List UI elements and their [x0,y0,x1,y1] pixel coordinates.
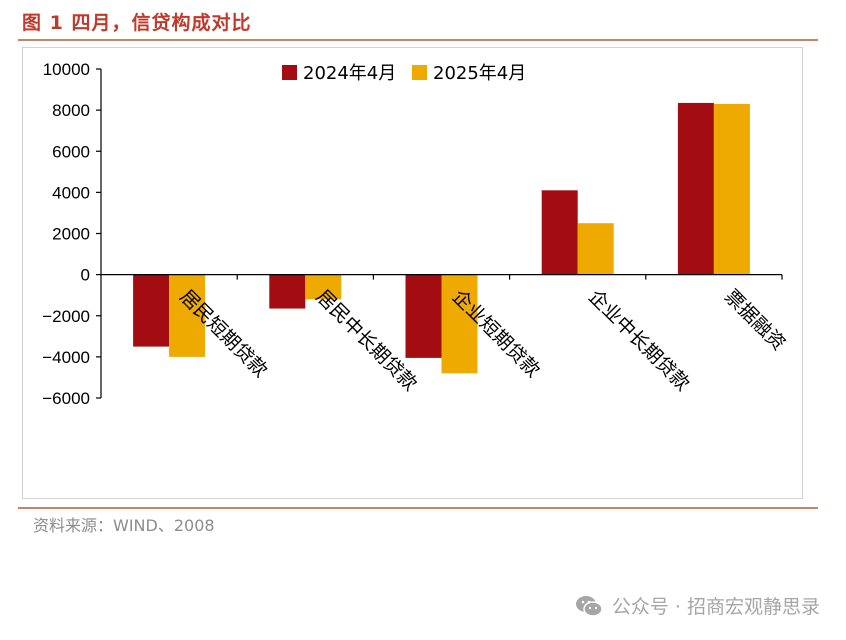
axes [100,69,783,398]
wechat-icon [575,595,603,617]
y-tick-label: 2000 [52,225,90,244]
figure-title: 图 1 四月，信贷构成对比 [22,12,252,34]
y-tick-label: 6000 [52,142,90,161]
legend-label-1: 2025年4月 [433,63,526,84]
top-rule [18,39,818,41]
y-tick-label: −6000 [42,389,90,408]
bar-2025-0 [169,274,206,357]
bar-2025-4 [713,103,750,275]
watermark-text: 公众号 · 招商宏观静思录 [611,596,820,618]
y-tick-label: 0 [81,266,90,285]
bar-2025-1 [305,274,342,300]
bar-2024-1 [269,274,306,309]
category-label-3: 企业中长期贷款 [584,286,694,396]
bars [133,102,750,374]
y-axis-ticks: 10000 8000 6000 4000 2000 0 −2000 −4000 −6000 [42,60,101,408]
bar-2025-3 [577,223,614,275]
legend-swatch-0 [282,65,297,80]
category-label-4: 票据融资 [720,286,789,355]
bar-2024-2 [405,274,442,358]
y-tick-label: 4000 [52,183,90,202]
source-note: 资料来源：WIND、2008 [33,516,215,535]
watermark: 公众号 · 招商宏观静思录 [574,592,820,619]
y-tick-label: −2000 [42,307,90,326]
chart-frame [22,47,803,499]
bar-2024-0 [133,274,170,347]
bar-2024-4 [677,102,714,275]
y-tick-label: −4000 [42,348,90,367]
legend-label-0: 2024年4月 [303,63,396,84]
bar-2024-3 [541,190,578,275]
legend-swatch-1 [412,65,427,80]
category-label-1: 居民中长期贷款 [312,286,422,396]
category-labels: 居民短期贷款 居民中长期贷款 企业短期贷款 企业中长期贷款 票据融资 [175,286,789,396]
y-tick-label: 10000 [43,60,90,79]
y-tick-label: 8000 [52,101,90,120]
bar-2025-2 [441,274,478,374]
bottom-rule [18,507,818,509]
legend: 2024年4月 2025年4月 [282,63,526,84]
